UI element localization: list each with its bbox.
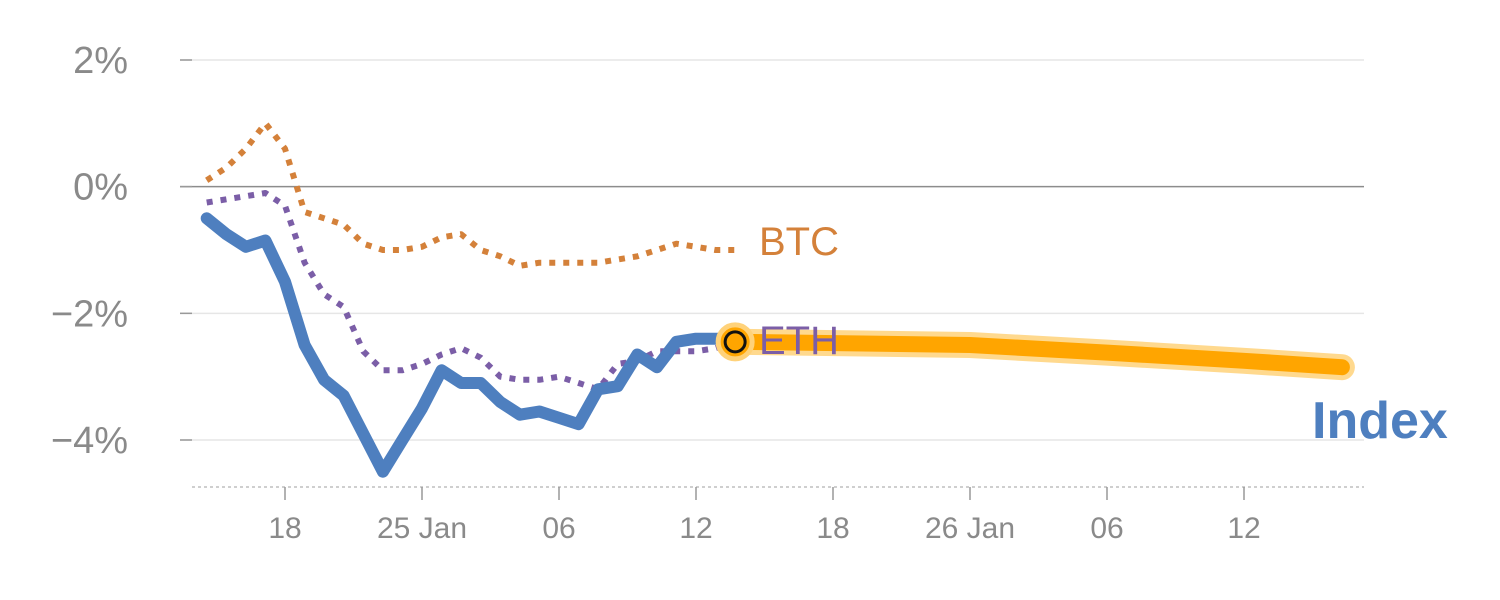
x-tick-label: 18 <box>816 512 849 545</box>
btc-line <box>205 120 736 269</box>
y-tick-label: −2% <box>51 293 128 335</box>
index-forecast-line <box>727 333 1350 376</box>
x-tick-label: 12 <box>1227 512 1260 545</box>
btc-series-label: BTC <box>759 220 839 264</box>
x-tick-label: 06 <box>1090 512 1123 545</box>
index-series-label: Index <box>1312 392 1448 450</box>
series-lines <box>200 120 1355 478</box>
index-line <box>200 212 742 478</box>
current-value-marker <box>715 322 755 362</box>
x-tick-label: 18 <box>268 512 301 545</box>
x-tick-label: 06 <box>542 512 575 545</box>
y-tick-label: 0% <box>73 167 128 209</box>
grid-lines <box>180 59 1364 441</box>
x-tick-label: 12 <box>679 512 712 545</box>
y-tick-label: −4% <box>51 420 128 462</box>
eth-line <box>206 190 737 393</box>
eth-series-label: ETH <box>759 319 839 363</box>
current-value-marker-ring <box>723 330 747 354</box>
y-tick-label: 2% <box>73 40 128 82</box>
x-tick-label: 26 Jan <box>925 512 1015 545</box>
axes: 2% 0% −2% −4% 18 25 Jan 06 12 18 26 Jan 06 12 <box>51 40 1364 545</box>
x-tick-label: 25 Jan <box>377 512 467 545</box>
series-labels: BTC ETH Index <box>759 220 1448 450</box>
